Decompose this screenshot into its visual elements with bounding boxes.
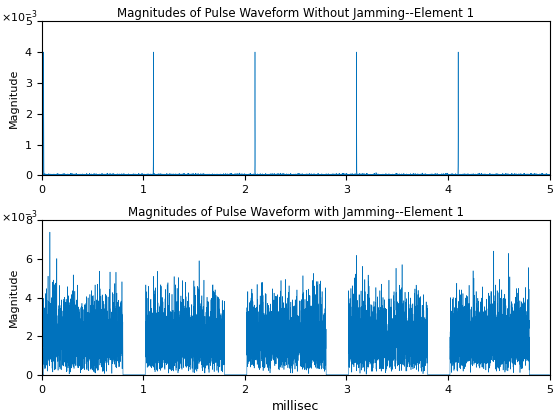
- Title: Magnitudes of Pulse Waveform with Jamming--Element 1: Magnitudes of Pulse Waveform with Jammin…: [128, 206, 464, 219]
- Y-axis label: Magnitude: Magnitude: [10, 268, 19, 327]
- Text: $\times 10^{-3}$: $\times 10^{-3}$: [1, 9, 38, 25]
- X-axis label: millisec: millisec: [272, 400, 319, 413]
- Text: $\times 10^{-3}$: $\times 10^{-3}$: [1, 208, 38, 225]
- Y-axis label: Magnitude: Magnitude: [10, 68, 19, 128]
- Title: Magnitudes of Pulse Waveform Without Jamming--Element 1: Magnitudes of Pulse Waveform Without Jam…: [117, 7, 474, 20]
